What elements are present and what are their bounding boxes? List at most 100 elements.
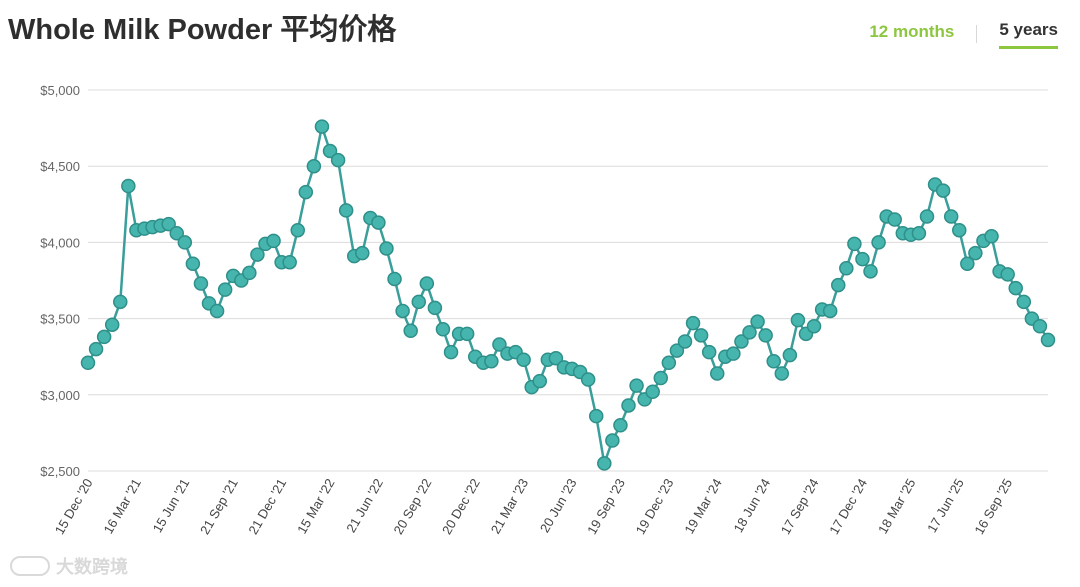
tab-5-years[interactable]: 5 years — [999, 18, 1058, 49]
data-point[interactable] — [161, 216, 176, 232]
data-point[interactable] — [435, 322, 451, 337]
data-point[interactable] — [96, 329, 112, 345]
data-point[interactable] — [121, 178, 136, 194]
data-point[interactable] — [960, 256, 975, 271]
data-point[interactable] — [298, 184, 314, 200]
data-point[interactable] — [242, 265, 257, 281]
data-point[interactable] — [185, 256, 201, 271]
data-point[interactable] — [580, 372, 596, 387]
y-axis-labels: $2,500 $3,000 $3,500 $4,000 $4,500 $5,000 — [40, 83, 80, 479]
data-point[interactable] — [371, 215, 386, 230]
data-point[interactable] — [516, 352, 531, 367]
data-point[interactable] — [709, 366, 725, 381]
data-point[interactable] — [419, 276, 435, 291]
data-point[interactable] — [831, 277, 846, 293]
x-tick-label: 17 Jun '25 — [924, 476, 967, 535]
data-point[interactable] — [863, 264, 878, 279]
data-point[interactable] — [1000, 267, 1015, 282]
data-point[interactable] — [701, 344, 717, 360]
data-point[interactable] — [355, 245, 370, 261]
data-point[interactable] — [871, 235, 886, 250]
data-point[interactable] — [217, 282, 233, 297]
data-point[interactable] — [782, 347, 798, 363]
data-point[interactable] — [532, 373, 548, 389]
data-point[interactable] — [887, 212, 902, 227]
data-point[interactable] — [330, 152, 346, 168]
data-point[interactable] — [322, 143, 338, 159]
data-point[interactable] — [177, 235, 193, 250]
data-point[interactable] — [290, 222, 305, 238]
data-point[interactable] — [806, 318, 822, 334]
data-point[interactable] — [669, 343, 685, 358]
data-point[interactable] — [387, 271, 402, 287]
x-tick-label: 16 Mar '21 — [101, 476, 144, 536]
data-point[interactable] — [621, 398, 636, 413]
data-point[interactable] — [984, 229, 999, 244]
data-point[interactable] — [935, 183, 951, 198]
data-point[interactable] — [952, 222, 967, 238]
data-point[interactable] — [839, 261, 854, 276]
data-point[interactable] — [742, 325, 757, 340]
data-point[interactable] — [459, 326, 475, 342]
data-point[interactable] — [427, 300, 443, 316]
data-point[interactable] — [80, 355, 96, 371]
data-point[interactable] — [1032, 318, 1048, 334]
data-point[interactable] — [613, 418, 628, 433]
data-point[interactable] — [484, 354, 499, 369]
data-point[interactable] — [847, 236, 862, 252]
data-point[interactable] — [314, 119, 330, 134]
data-point[interactable] — [597, 456, 612, 471]
data-point[interactable] — [734, 334, 749, 349]
data-point[interactable] — [88, 341, 104, 357]
data-point[interactable] — [790, 312, 806, 328]
data-point[interactable] — [685, 315, 701, 331]
x-tick-label: 21 Sep '21 — [197, 476, 241, 537]
data-point[interactable] — [266, 233, 281, 249]
x-tick-label: 18 Jun '24 — [730, 476, 773, 535]
data-point[interactable] — [104, 317, 120, 332]
data-point[interactable] — [943, 209, 959, 224]
data-point[interactable] — [750, 314, 765, 329]
data-point[interactable] — [588, 408, 604, 424]
data-point[interactable] — [911, 226, 927, 241]
data-point[interactable] — [693, 328, 709, 343]
data-point[interactable] — [548, 350, 564, 366]
data-point[interactable] — [403, 323, 418, 339]
data-point[interactable] — [766, 354, 781, 369]
data-point[interactable] — [726, 346, 741, 361]
data-point[interactable] — [855, 251, 870, 267]
x-tick-label: 15 Mar '22 — [294, 476, 337, 536]
data-point[interactable] — [1040, 332, 1056, 348]
data-point[interactable] — [1008, 280, 1023, 296]
data-point[interactable] — [379, 241, 394, 256]
data-point[interactable] — [492, 337, 507, 352]
data-point[interactable] — [645, 384, 660, 400]
data-point[interactable] — [443, 344, 459, 360]
data-point[interactable] — [411, 294, 427, 310]
data-point[interactable] — [209, 303, 225, 319]
data-point[interactable] — [822, 303, 838, 319]
data-point[interactable] — [968, 245, 983, 261]
data-point[interactable] — [113, 294, 128, 310]
x-axis-labels: 15 Dec '20 16 Mar '21 15 Jun '21 21 Sep '21… — [52, 476, 1016, 537]
data-point[interactable] — [306, 158, 322, 174]
data-point[interactable] — [629, 378, 644, 393]
data-point[interactable] — [282, 254, 297, 270]
tab-divider — [976, 24, 978, 43]
data-point[interactable] — [193, 276, 209, 291]
data-point[interactable] — [250, 247, 265, 262]
data-point[interactable] — [653, 370, 669, 386]
data-point[interactable] — [758, 328, 773, 343]
x-tick-label: 15 Jun '21 — [150, 476, 193, 535]
tab-12-months[interactable]: 12 months — [869, 21, 955, 41]
data-point[interactable] — [605, 433, 620, 448]
data-point[interactable] — [338, 203, 354, 218]
data-point[interactable] — [169, 226, 184, 241]
data-point[interactable] — [661, 355, 677, 371]
data-point[interactable] — [774, 366, 790, 381]
data-point[interactable] — [1016, 294, 1032, 310]
data-point[interactable] — [677, 334, 693, 349]
data-point[interactable] — [395, 303, 410, 319]
y-tick-label: $2,500 — [40, 464, 80, 479]
data-point[interactable] — [919, 209, 935, 224]
